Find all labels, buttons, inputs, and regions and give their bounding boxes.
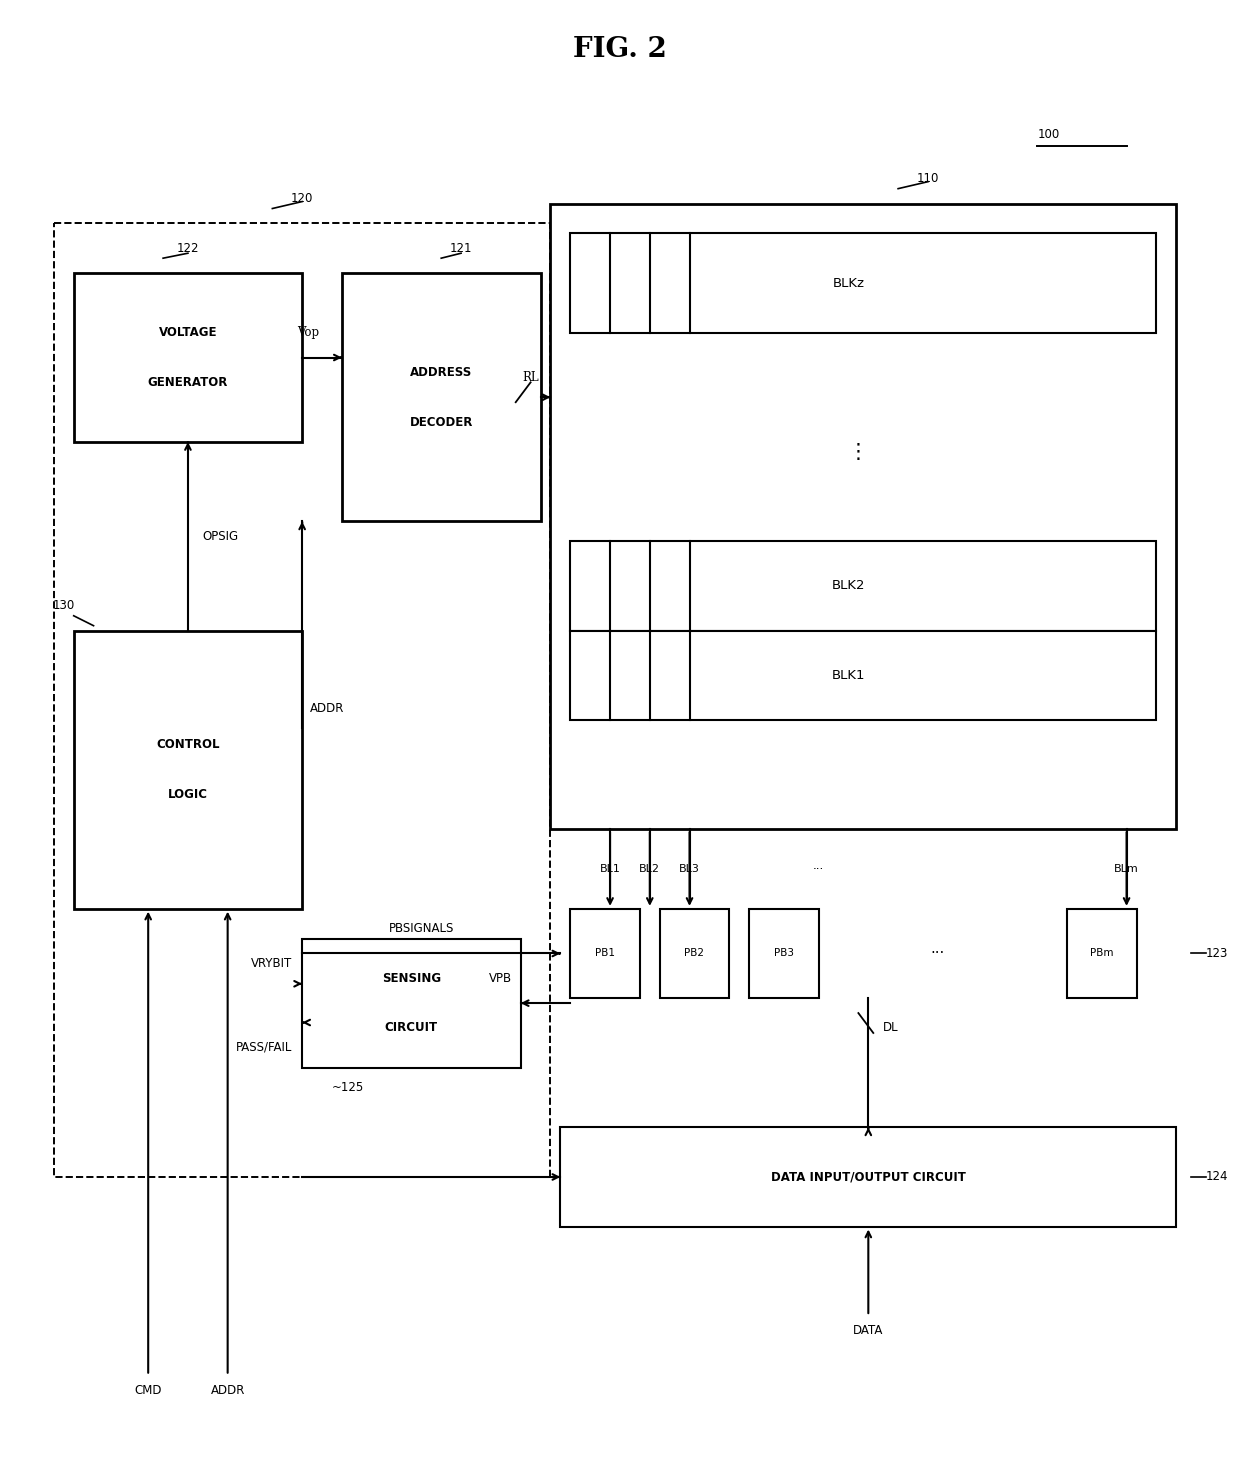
Bar [551,204,1177,830]
Text: PBSIGNALS: PBSIGNALS [388,921,454,935]
Bar [1066,908,1137,999]
Text: CONTROL: CONTROL [156,738,219,751]
Bar [570,631,1157,720]
Text: BLK1: BLK1 [832,669,866,682]
Bar [660,908,729,999]
Text: LOGIC: LOGIC [167,789,208,800]
Text: BLKz: BLKz [832,277,864,290]
Text: PBm: PBm [1090,949,1114,958]
Text: Vop: Vop [298,327,320,340]
Bar [73,273,303,442]
Text: DATA INPUT/OUTPUT CIRCUIT: DATA INPUT/OUTPUT CIRCUIT [771,1171,966,1184]
Text: GENERATOR: GENERATOR [148,376,228,389]
Text: PB2: PB2 [684,949,704,958]
Bar [53,223,551,1177]
Text: BL1: BL1 [600,865,620,873]
Text: FIG. 2: FIG. 2 [573,36,667,63]
Text: 122: 122 [176,242,200,255]
Text: 120: 120 [291,192,314,206]
Text: 123: 123 [1207,948,1229,959]
Text: CMD: CMD [134,1384,162,1397]
Text: BL2: BL2 [640,865,660,873]
Text: VPB: VPB [490,972,512,984]
Text: ···: ··· [813,863,825,876]
Text: DECODER: DECODER [409,416,472,429]
Text: 100: 100 [1037,127,1059,140]
Text: OPSIG: OPSIG [203,529,239,542]
Text: BLm: BLm [1115,865,1140,873]
Text: 130: 130 [52,599,74,612]
Bar [570,908,640,999]
Text: VRYBIT: VRYBIT [250,958,293,971]
Bar [560,1127,1177,1226]
Text: CIRCUIT: CIRCUIT [384,1022,438,1035]
Bar [342,273,541,522]
Bar [570,233,1157,332]
Bar [749,908,818,999]
Bar [570,541,1157,631]
Text: BL3: BL3 [680,865,699,873]
Text: RL: RL [522,370,539,383]
Bar [73,631,303,908]
Text: ADDR: ADDR [310,701,345,714]
Text: ···: ··· [931,946,945,961]
Text: ADDRESS: ADDRESS [410,366,472,379]
Text: PB3: PB3 [774,949,794,958]
Bar [303,939,521,1067]
Text: 124: 124 [1207,1171,1229,1184]
Text: ADDR: ADDR [211,1384,244,1397]
Text: VOLTAGE: VOLTAGE [159,327,217,340]
Text: ~125: ~125 [332,1080,365,1094]
Text: DL: DL [883,1022,899,1035]
Text: PASS/FAIL: PASS/FAIL [236,1041,293,1054]
Text: BLK2: BLK2 [832,579,866,592]
Text: ⋮: ⋮ [848,442,869,462]
Text: 121: 121 [450,242,472,255]
Text: DATA: DATA [853,1324,884,1337]
Text: SENSING: SENSING [382,972,441,984]
Text: PB1: PB1 [595,949,615,958]
Text: 110: 110 [916,172,939,185]
